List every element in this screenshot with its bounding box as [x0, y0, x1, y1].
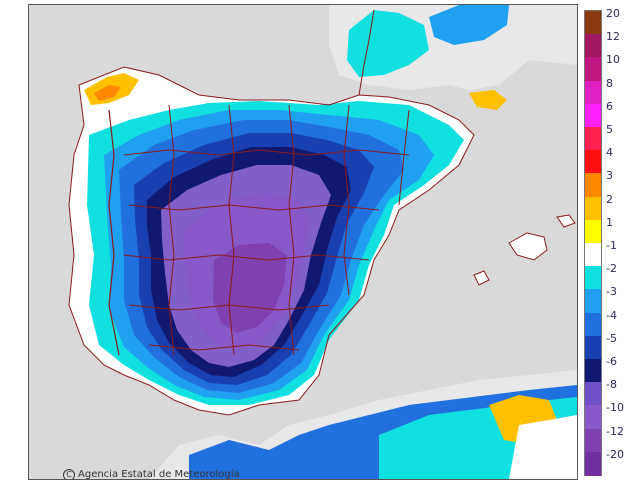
zone-minus12	[213, 243, 287, 333]
legend-label: -6	[606, 355, 617, 368]
legend-swatch	[585, 11, 601, 35]
legend-swatch	[585, 428, 601, 453]
legend-swatch	[585, 173, 601, 198]
legend-label: 3	[606, 169, 613, 183]
temperature-map: C Agencia Estatal de Meteorología	[28, 4, 578, 480]
legend-label: -5	[606, 331, 617, 345]
legend-label: 1	[606, 215, 613, 229]
color-legend	[584, 10, 602, 476]
galicia-orange	[94, 85, 121, 101]
legend-swatch	[585, 451, 601, 476]
legend-label: -8	[606, 378, 617, 392]
legend-swatch	[585, 335, 601, 360]
legend-label: 5	[606, 123, 613, 136]
legend-label: -1	[606, 239, 617, 252]
legend-swatch	[585, 34, 601, 59]
pyrenees-cyan	[347, 10, 429, 77]
legend-label: -20	[606, 447, 624, 461]
africa-white	[509, 415, 577, 479]
legend-swatch	[585, 289, 601, 314]
pyrenees-blue	[429, 5, 509, 45]
legend-swatch	[585, 405, 601, 430]
agency-credit: C Agencia Estatal de Meteorología	[63, 469, 240, 480]
legend-swatch	[585, 196, 601, 221]
legend-swatch	[585, 57, 601, 82]
legend-swatch	[585, 150, 601, 175]
legend-label: 8	[606, 76, 613, 90]
legend-swatch	[585, 103, 601, 128]
legend-label: 20	[606, 7, 620, 20]
legend-label: 2	[606, 192, 613, 206]
legend-label: 4	[606, 146, 613, 160]
legend-swatch	[585, 312, 601, 337]
legend-swatch	[585, 266, 601, 291]
legend-label: 10	[606, 53, 620, 67]
legend-label: -4	[606, 308, 617, 322]
portugal-border	[108, 109, 120, 356]
copyright-icon: C	[63, 469, 75, 479]
legend-label: -12	[606, 424, 624, 438]
legend-label: -3	[606, 285, 617, 299]
legend-swatch	[585, 359, 601, 383]
legend-label: 6	[606, 99, 613, 113]
credit-text: Agencia Estatal de Meteorología	[78, 469, 240, 480]
menorca	[556, 214, 576, 228]
legend-swatch	[585, 127, 601, 151]
legend-swatch	[585, 243, 601, 267]
mallorca	[508, 232, 548, 261]
ibiza	[473, 270, 490, 286]
legend-label: 12	[606, 30, 620, 44]
legend-label: -2	[606, 262, 617, 276]
legend-swatch	[585, 219, 601, 244]
catalonia-warm	[469, 90, 507, 110]
legend-swatch	[585, 80, 601, 105]
legend-swatch	[585, 382, 601, 407]
borders	[68, 9, 475, 416]
legend-label: -10	[606, 401, 624, 415]
